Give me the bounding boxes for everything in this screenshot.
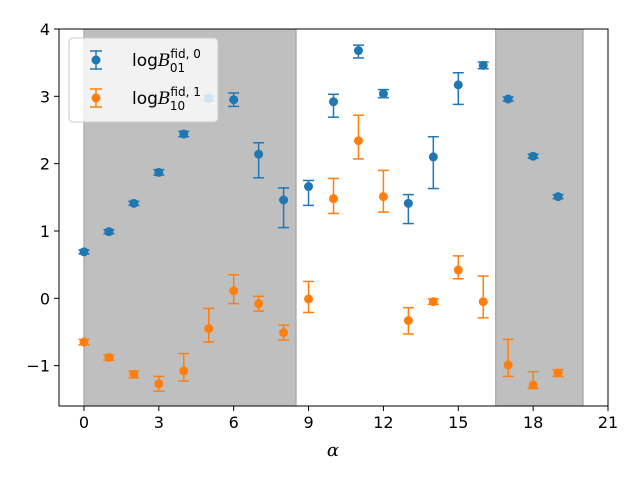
data-point — [279, 328, 289, 338]
data-point — [254, 149, 264, 159]
legend-marker-b10 — [90, 88, 102, 108]
legend-label-b10: logBfid, 1 10 — [132, 85, 201, 113]
data-point — [528, 380, 538, 390]
data-point — [403, 316, 413, 326]
data-point — [79, 247, 89, 257]
data-point — [304, 294, 314, 304]
data-point — [353, 46, 363, 56]
data-point — [179, 366, 189, 376]
data-point — [154, 167, 164, 177]
data-point — [403, 198, 413, 208]
data-point — [353, 136, 363, 146]
legend: logBfid, 0 01 logBfid, 1 10 — [68, 37, 219, 123]
plot-frame — [58, 28, 609, 407]
legend-frame — [68, 37, 219, 123]
data-point — [553, 368, 563, 378]
data-point — [428, 152, 438, 162]
data-point — [304, 182, 314, 192]
y-axis: −1 0 1 2 3 4 — [26, 20, 59, 376]
series-2 — [78, 114, 564, 392]
data-point — [378, 89, 388, 99]
y-tick-label: 1 — [40, 222, 50, 241]
legend-entry-b01: logBfid, 0 01 — [90, 47, 201, 75]
x-tick-label: 12 — [373, 413, 393, 432]
data-point — [453, 80, 463, 90]
data-point — [503, 360, 513, 370]
data-point — [154, 379, 164, 389]
shaded-region-2 — [495, 28, 584, 407]
data-point — [503, 94, 513, 104]
x-tick-label: 3 — [154, 413, 164, 432]
data-point — [553, 192, 563, 202]
data-point — [254, 299, 264, 309]
data-point — [79, 337, 89, 347]
data-point — [528, 151, 538, 161]
data-point — [453, 265, 463, 275]
legend-point — [91, 93, 101, 103]
y-tick-label: 2 — [40, 155, 50, 174]
data-point — [378, 192, 388, 202]
y-tick-label: −1 — [26, 357, 50, 376]
y-tick-label: 4 — [40, 20, 50, 39]
data-point — [129, 198, 139, 208]
data-point — [329, 194, 338, 204]
data-point — [428, 297, 438, 307]
y-tick-label: 0 — [40, 289, 50, 308]
data-point — [229, 286, 239, 296]
x-tick-label: 6 — [229, 413, 239, 432]
data-point — [104, 227, 114, 237]
data-point — [279, 195, 289, 205]
x-tick-label: 0 — [79, 413, 89, 432]
data-point — [329, 97, 338, 107]
data-point — [229, 95, 239, 105]
data-point — [204, 324, 214, 334]
data-point — [478, 297, 488, 307]
x-axis: 0 3 6 9 12 15 18 21 — [79, 406, 618, 432]
x-tick-label: 18 — [523, 413, 543, 432]
x-tick-label: 9 — [303, 413, 313, 432]
data-point — [129, 369, 139, 379]
y-tick-label: 3 — [40, 87, 50, 106]
data-point — [104, 353, 114, 363]
data-point — [478, 60, 488, 70]
x-tick-label: 21 — [598, 413, 618, 432]
legend-label-b01: logBfid, 0 01 — [132, 47, 201, 75]
series-1 — [78, 44, 564, 257]
series-layer — [78, 44, 564, 392]
x-tick-label: 15 — [448, 413, 468, 432]
x-axis-title: α — [327, 440, 339, 461]
legend-entry-b10: logBfid, 1 10 — [90, 85, 201, 113]
legend-marker-b01 — [90, 50, 102, 70]
legend-point — [91, 55, 101, 65]
data-point — [179, 129, 189, 139]
